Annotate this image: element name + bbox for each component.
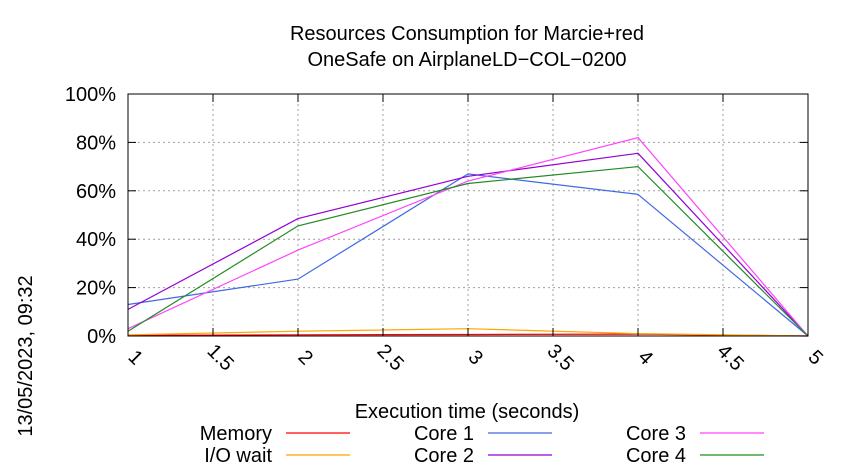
series-line-core-3 <box>127 136 809 337</box>
y-tick-label: 60% <box>76 181 116 203</box>
legend-label-core-1: Core 1 <box>414 423 474 445</box>
series-line-core-4 <box>127 165 809 337</box>
chart-title: Resources Consumption for Marcie+red One… <box>290 23 644 71</box>
y-tick-label: 40% <box>76 229 116 251</box>
y-tick-label: 20% <box>76 278 116 300</box>
chart-title-line-2: OneSafe on AirplaneLD−COL−0200 <box>307 49 626 71</box>
legend-label-core-2: Core 2 <box>414 445 474 467</box>
y-tick-label: 0% <box>87 326 116 348</box>
x-tick-label: 3.5 <box>543 340 578 375</box>
chart-title-line-1: Resources Consumption for Marcie+red <box>290 23 644 45</box>
x-tick-label: 1.5 <box>203 340 238 375</box>
x-tick-label: 4.5 <box>713 340 748 375</box>
x-tick-label: 2 <box>294 346 317 369</box>
legend-label-i-o-wait: I/O wait <box>204 445 272 467</box>
x-tick-label: 2.5 <box>373 340 408 375</box>
x-tick-label: 1 <box>124 346 147 369</box>
y-axis-ticks: 0% 20% 40% 60% 80% 100% <box>65 84 808 348</box>
grid-lines <box>128 94 808 336</box>
y-tick-label: 80% <box>76 132 116 154</box>
legend-label-core-4: Core 4 <box>626 445 686 467</box>
x-tick-label: 3 <box>464 346 487 369</box>
legend-label-memory: Memory <box>200 423 272 445</box>
x-tick-label: 4 <box>634 346 657 369</box>
plot-series <box>127 136 809 337</box>
x-axis-label: Execution time (seconds) <box>355 401 580 423</box>
timestamp-label: 13/05/2023, 09:32 <box>15 275 37 436</box>
x-tick-label: 5 <box>804 346 827 369</box>
legend-label-core-3: Core 3 <box>626 423 686 445</box>
series-line-core-1 <box>127 173 809 337</box>
series-line-core-2 <box>127 152 809 337</box>
y-tick-label: 100% <box>65 84 116 106</box>
